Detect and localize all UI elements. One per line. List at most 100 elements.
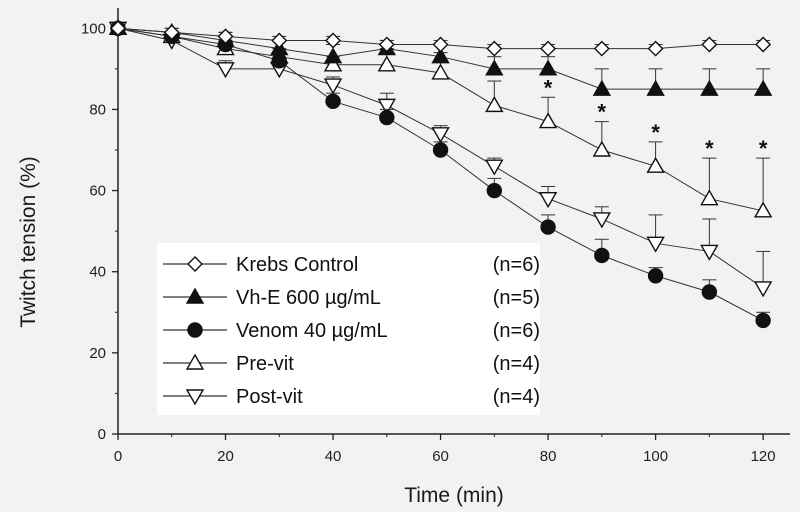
data-point [486, 182, 503, 199]
marker-shape [378, 36, 395, 53]
marker-shape [593, 40, 610, 57]
data-point [216, 62, 235, 79]
data-point [647, 40, 664, 57]
marker-shape [647, 40, 664, 57]
marker-shape [700, 189, 719, 206]
data-point [325, 93, 341, 110]
marker-shape [701, 284, 718, 300]
marker-shape [187, 322, 203, 338]
y-tick-label: 80 [89, 101, 106, 118]
legend-n: (n=4) [493, 353, 540, 375]
marker-shape [592, 79, 612, 96]
data-point [271, 32, 288, 49]
series-0 [110, 20, 772, 57]
data-point [110, 20, 126, 37]
data-point [701, 36, 718, 53]
marker-shape [216, 62, 235, 79]
legend-n: (n=6) [493, 254, 540, 276]
data-point [538, 112, 558, 129]
significance-marker: * [544, 75, 553, 100]
marker-shape [271, 53, 287, 69]
marker-shape [753, 201, 773, 218]
marker-shape [485, 159, 504, 176]
legend-n: (n=5) [493, 287, 540, 309]
significance-marker: * [598, 100, 607, 125]
legend-entry: Post-vit (n=4) [163, 386, 540, 408]
data-point [592, 140, 612, 157]
marker-shape [538, 59, 558, 76]
marker-shape [755, 36, 772, 53]
data-point [432, 36, 449, 53]
marker-shape [432, 36, 449, 53]
marker-shape [540, 40, 557, 57]
marker-shape [592, 212, 612, 229]
data-point [755, 36, 772, 53]
data-point [378, 36, 395, 53]
legend-marker [187, 322, 203, 338]
marker-shape [700, 244, 719, 261]
marker-shape [485, 59, 504, 76]
data-point [701, 284, 718, 300]
marker-shape [377, 55, 397, 72]
data-point [485, 95, 504, 113]
data-point [431, 127, 450, 144]
y-tick-label: 20 [89, 345, 106, 362]
data-point [755, 312, 771, 329]
data-point [485, 159, 504, 176]
y-tick-label: 60 [89, 183, 106, 200]
marker-shape [485, 95, 504, 113]
marker-shape [432, 142, 449, 158]
y-tick-label: 100 [81, 20, 106, 37]
data-point [377, 98, 397, 115]
plot-area: 0 20 40 60 80 100 120 0 20 40 60 80 100 * * * * * [81, 8, 790, 465]
marker-shape [325, 93, 341, 110]
data-point [700, 79, 719, 96]
data-point [646, 236, 665, 253]
data-point [323, 47, 343, 64]
marker-shape [323, 78, 343, 95]
marker-shape [646, 156, 665, 173]
legend-box [157, 243, 540, 415]
marker-shape [700, 79, 719, 96]
marker-shape [701, 36, 718, 53]
legend-n: (n=4) [493, 386, 540, 408]
data-point [271, 53, 287, 69]
legend-label: Post-vit [236, 386, 303, 408]
data-point [592, 212, 612, 229]
significance-marker: * [705, 136, 714, 161]
marker-shape [431, 127, 450, 144]
marker-shape [217, 28, 234, 45]
legend-marker [185, 287, 205, 304]
data-point [217, 28, 234, 45]
marker-shape [486, 182, 503, 199]
data-point [538, 59, 558, 76]
marker-shape [431, 63, 450, 80]
y-tick-label: 40 [89, 264, 106, 281]
data-point [431, 47, 450, 64]
legend-entry: Krebs Control (n=6) [163, 254, 540, 276]
marker-shape [325, 32, 342, 49]
marker-shape [187, 256, 203, 272]
x-tick-label: 0 [114, 448, 122, 465]
marker-shape [185, 287, 205, 304]
data-point [486, 40, 503, 57]
data-point [540, 219, 556, 235]
legend-marker [187, 256, 203, 272]
marker-shape [646, 79, 665, 96]
data-point [163, 24, 180, 41]
legend-entry: Vh-E 600 µg/mL (n=5) [163, 287, 540, 309]
marker-shape [646, 236, 665, 253]
legend-entry: Pre-vit (n=4) [163, 353, 540, 375]
marker-shape [185, 353, 205, 370]
legend-label: Krebs Control [236, 254, 358, 276]
significance-marker: * [651, 120, 660, 145]
data-point [594, 247, 610, 264]
x-tick-label: 80 [540, 448, 557, 465]
data-point [431, 63, 450, 80]
legend-n: (n=6) [493, 320, 540, 342]
legend-label: Pre-vit [236, 353, 294, 375]
data-point [379, 109, 395, 126]
x-tick-label: 100 [643, 448, 668, 465]
data-point [540, 40, 557, 57]
